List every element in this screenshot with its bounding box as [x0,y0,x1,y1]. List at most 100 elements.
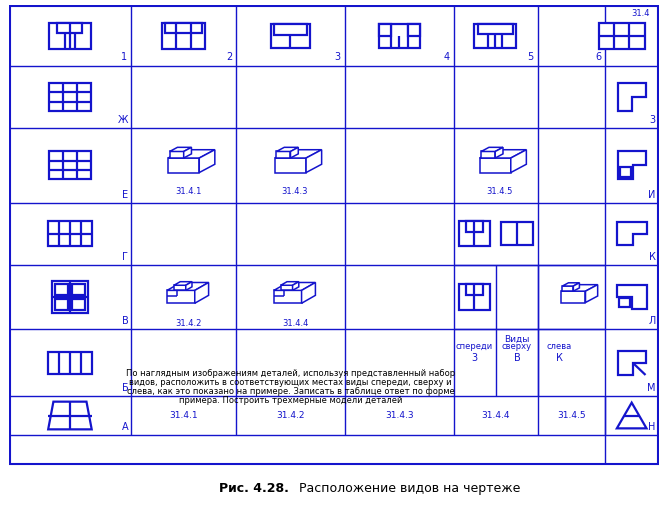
Text: 31.4.5: 31.4.5 [486,187,513,196]
Bar [459,284,490,310]
Polygon shape [481,147,503,151]
Polygon shape [561,291,585,302]
Bar [166,23,202,33]
Text: Н: Н [648,422,655,432]
Polygon shape [618,151,645,179]
Text: 6: 6 [595,52,601,62]
Text: слева, как это показано на примере. Записать в таблице ответ по форме: слева, как это показано на примере. Запи… [127,387,454,396]
Polygon shape [275,158,306,173]
Text: Рис. 4.28.: Рис. 4.28. [219,482,289,495]
Bar [620,167,631,177]
Bar [466,284,483,295]
Polygon shape [618,83,645,111]
Text: Л: Л [648,316,655,327]
Text: 31.4.2: 31.4.2 [277,411,305,420]
Text: В: В [122,316,128,327]
Bar [274,24,307,35]
Polygon shape [274,291,301,303]
Text: По наглядным изображениям деталей, используя представленный набор: По наглядным изображениям деталей, испол… [126,369,455,378]
Polygon shape [174,282,192,285]
Polygon shape [274,282,315,291]
Bar [55,283,68,295]
Text: Е: Е [122,190,128,200]
Bar [271,24,310,48]
Polygon shape [562,286,573,291]
Bar [619,298,630,307]
Polygon shape [168,150,215,158]
Bar [48,352,92,374]
Bar [49,83,91,111]
Bar [474,24,516,48]
Bar [478,24,512,35]
Polygon shape [48,402,92,429]
Text: примера. Построить трехмерные модели деталей: примера. Построить трехмерные модели дет… [179,396,402,405]
Polygon shape [184,147,192,158]
Bar [72,299,85,310]
Bar [459,220,490,246]
Polygon shape [195,282,208,303]
Text: 3: 3 [649,115,655,125]
Text: 4: 4 [444,52,450,62]
Text: 31.4.3: 31.4.3 [385,411,413,420]
Text: спереди: спереди [456,342,493,352]
Text: видов, расположить в соответствующих местах виды спереди, сверху и: видов, расположить в соответствующих мес… [129,378,452,387]
Polygon shape [617,285,647,309]
Bar [49,151,91,179]
Polygon shape [281,285,293,291]
Text: К: К [556,353,563,363]
Polygon shape [277,151,291,158]
Polygon shape [511,150,526,173]
Text: А: А [122,422,128,432]
Text: 1: 1 [121,52,128,62]
Polygon shape [168,158,199,173]
Text: 31.4.2: 31.4.2 [175,319,202,328]
Text: М: М [647,383,655,393]
Polygon shape [573,283,579,291]
Text: 3: 3 [335,52,341,62]
Bar [49,23,91,49]
Bar [379,24,391,36]
Text: 31.4.1: 31.4.1 [175,187,202,196]
Polygon shape [186,282,192,291]
Polygon shape [167,282,208,291]
Text: 31.4: 31.4 [631,9,649,18]
Polygon shape [199,150,215,173]
Polygon shape [170,147,192,151]
Bar [72,283,85,295]
Polygon shape [617,403,647,428]
Polygon shape [561,284,598,291]
Text: 31.4.4: 31.4.4 [481,411,510,420]
Polygon shape [301,282,315,303]
Bar [466,220,483,232]
Bar [57,23,82,33]
Bar [48,220,92,246]
Text: Б: Б [122,383,128,393]
Text: 31.4.4: 31.4.4 [282,319,309,328]
Polygon shape [167,291,195,303]
Polygon shape [618,351,645,375]
Text: 31.4.1: 31.4.1 [170,411,198,420]
Text: слева: слева [547,342,572,352]
Text: К: К [649,252,655,262]
Polygon shape [277,147,299,151]
Polygon shape [275,150,321,158]
Bar [501,221,533,245]
Text: сверху: сверху [502,342,532,352]
Text: 3: 3 [472,353,478,363]
Bar [379,24,420,48]
Polygon shape [562,283,579,286]
Bar [162,23,206,49]
Text: Ж: Ж [118,115,128,125]
Bar [599,23,645,49]
Text: 31.4.5: 31.4.5 [557,411,586,420]
Polygon shape [480,150,526,158]
Polygon shape [495,147,503,158]
Text: 31.4.3: 31.4.3 [282,187,309,196]
Bar [55,299,68,310]
Polygon shape [585,284,598,302]
Polygon shape [306,150,321,173]
Text: В: В [514,353,520,363]
Text: Расположение видов на чертеже: Расположение видов на чертеже [295,482,520,495]
Polygon shape [617,221,647,245]
Text: 5: 5 [528,52,534,62]
